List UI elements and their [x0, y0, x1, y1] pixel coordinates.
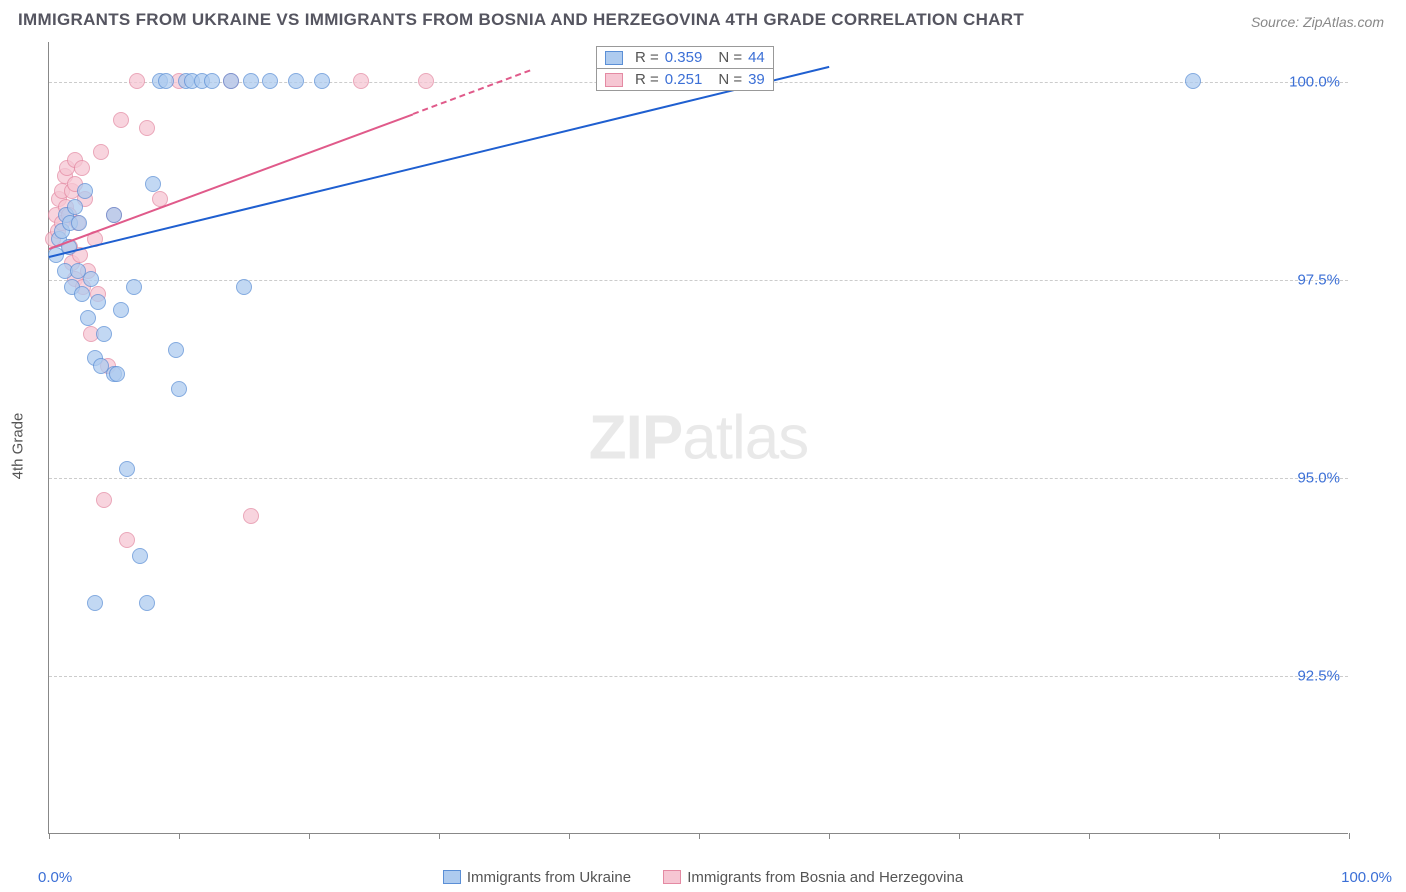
xtick [829, 833, 830, 839]
watermark-bold: ZIP [589, 403, 682, 472]
legend-item-series1: Immigrants from Ukraine [443, 869, 631, 886]
stat-label-r: R = [635, 49, 659, 66]
stat-label-n: N = [718, 71, 742, 88]
scatter-point-series2 [418, 73, 434, 89]
scatter-point-series1 [80, 310, 96, 326]
ytick-label: 92.5% [1297, 667, 1340, 684]
xtick [179, 833, 180, 839]
stat-n-series2: 39 [748, 71, 765, 88]
xtick [49, 833, 50, 839]
scatter-point-series2 [119, 532, 135, 548]
scatter-point-series1 [171, 381, 187, 397]
gridline-h [49, 676, 1348, 677]
stats-row-series2: R = 0.251 N = 39 [596, 68, 774, 91]
scatter-point-series1 [145, 176, 161, 192]
watermark-logo: ZIPatlas [589, 402, 808, 473]
scatter-point-series1 [113, 302, 129, 318]
scatter-point-series1 [126, 279, 142, 295]
ytick-label: 95.0% [1297, 469, 1340, 486]
ytick-label: 97.5% [1297, 271, 1340, 288]
scatter-point-series1 [90, 294, 106, 310]
stat-n-series1: 44 [748, 49, 765, 66]
scatter-point-series1 [71, 215, 87, 231]
scatter-point-series1 [236, 279, 252, 295]
correlation-stats-box: R = 0.359 N = 44 R = 0.251 N = 39 [596, 46, 774, 90]
legend-label-series2: Immigrants from Bosnia and Herzegovina [687, 869, 963, 886]
scatter-point-series1 [74, 286, 90, 302]
scatter-point-series1 [119, 461, 135, 477]
swatch-series2-legend [663, 870, 681, 884]
scatter-point-series1 [83, 271, 99, 287]
gridline-h [49, 478, 1348, 479]
stat-label-r: R = [635, 71, 659, 88]
xtick [439, 833, 440, 839]
scatter-point-series2 [74, 160, 90, 176]
scatter-point-series1 [288, 73, 304, 89]
legend-bottom: Immigrants from Ukraine Immigrants from … [0, 869, 1406, 886]
scatter-point-series2 [243, 508, 259, 524]
stats-row-series1: R = 0.359 N = 44 [596, 46, 774, 69]
scatter-point-series2 [129, 73, 145, 89]
swatch-series2 [605, 73, 623, 87]
scatter-point-series1 [77, 183, 93, 199]
stat-label-n: N = [718, 49, 742, 66]
xaxis-end-label: 100.0% [1341, 869, 1392, 886]
legend-item-series2: Immigrants from Bosnia and Herzegovina [663, 869, 963, 886]
scatter-point-series2 [139, 120, 155, 136]
chart-title: IMMIGRANTS FROM UKRAINE VS IMMIGRANTS FR… [18, 10, 1024, 30]
scatter-point-series1 [262, 73, 278, 89]
xtick [569, 833, 570, 839]
scatter-point-series1 [109, 366, 125, 382]
scatter-point-series1 [132, 548, 148, 564]
scatter-point-series1 [168, 342, 184, 358]
scatter-point-series1 [1185, 73, 1201, 89]
xtick [1219, 833, 1220, 839]
legend-label-series1: Immigrants from Ukraine [467, 869, 631, 886]
scatter-point-series1 [139, 595, 155, 611]
plot-area: ZIPatlas 92.5% 95.0% 97.5% 100.0% [48, 42, 1348, 834]
xtick [699, 833, 700, 839]
scatter-point-series2 [353, 73, 369, 89]
scatter-point-series2 [93, 144, 109, 160]
xtick [1089, 833, 1090, 839]
scatter-point-series1 [87, 595, 103, 611]
stat-r-series1: 0.359 [665, 49, 703, 66]
xtick [1349, 833, 1350, 839]
trend-line [49, 66, 829, 258]
ytick-label: 100.0% [1289, 73, 1340, 90]
scatter-point-series1 [67, 199, 83, 215]
scatter-point-series1 [243, 73, 259, 89]
scatter-point-series1 [204, 73, 220, 89]
yaxis-title: 4th Grade [10, 413, 27, 480]
scatter-point-series1 [314, 73, 330, 89]
scatter-point-series1 [96, 326, 112, 342]
stat-r-series2: 0.251 [665, 71, 703, 88]
swatch-series1-legend [443, 870, 461, 884]
swatch-series1 [605, 51, 623, 65]
xtick [959, 833, 960, 839]
scatter-point-series2 [113, 112, 129, 128]
xtick [309, 833, 310, 839]
watermark-thin: atlas [682, 403, 808, 472]
xaxis-start-label: 0.0% [38, 869, 72, 886]
scatter-point-series2 [96, 492, 112, 508]
source-attribution: Source: ZipAtlas.com [1251, 14, 1384, 30]
scatter-point-series1 [223, 73, 239, 89]
scatter-point-series1 [158, 73, 174, 89]
